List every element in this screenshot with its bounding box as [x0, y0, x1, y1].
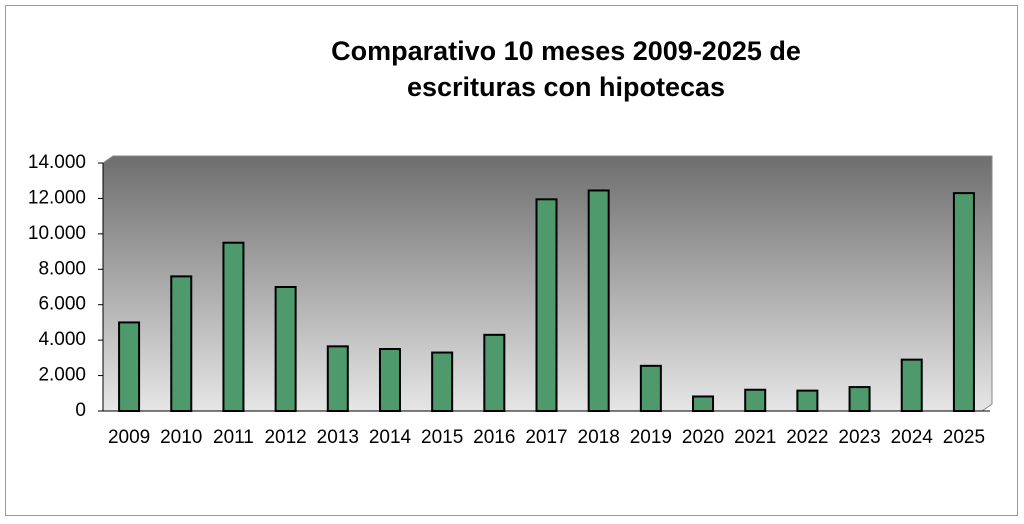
x-tick-label: 2010 [160, 427, 202, 448]
bar [744, 388, 767, 413]
bar [222, 241, 245, 412]
x-tick-label: 2014 [369, 427, 412, 448]
bar [796, 389, 819, 412]
bar [274, 286, 297, 412]
bar [378, 348, 401, 412]
x-tick-label: 2015 [421, 427, 463, 448]
x-tick-label: 2013 [317, 427, 359, 448]
x-tick-label: 2018 [578, 427, 620, 448]
y-tick-label: 10.000 [28, 223, 86, 244]
x-tick-label: 2020 [682, 427, 724, 448]
bar [483, 333, 506, 413]
bar [170, 275, 193, 412]
x-tick-label: 2017 [525, 427, 567, 448]
bar [900, 358, 923, 412]
y-tick-label: 8.000 [38, 258, 86, 279]
x-tick-label: 2009 [108, 427, 150, 448]
chart-title: escrituras con hipotecas [407, 72, 725, 102]
x-tick-label: 2016 [473, 427, 515, 448]
bar [692, 395, 715, 412]
y-tick-label: 2.000 [38, 365, 86, 386]
x-tick-label: 2012 [264, 427, 306, 448]
y-tick-label: 12.000 [28, 187, 86, 208]
bar [326, 345, 349, 413]
bar [639, 364, 662, 413]
x-tick-label: 2025 [943, 427, 985, 448]
y-tick-label: 4.000 [38, 329, 86, 350]
bar [535, 198, 558, 412]
x-tick-label: 2019 [630, 427, 672, 448]
bar [118, 321, 141, 412]
bar [952, 192, 975, 412]
bar [587, 189, 610, 412]
y-tick-label: 6.000 [38, 294, 86, 315]
chart-title: Comparativo 10 meses 2009-2025 de [331, 36, 801, 66]
bar [848, 386, 871, 413]
y-tick-label: 0 [75, 400, 86, 421]
x-tick-label: 2022 [786, 427, 828, 448]
x-tick-label: 2011 [213, 427, 254, 448]
y-tick-label: 14.000 [28, 152, 86, 173]
x-tick-label: 2023 [838, 427, 880, 448]
x-tick-label: 2021 [734, 427, 776, 448]
bar [431, 351, 454, 412]
x-tick-label: 2024 [891, 427, 934, 448]
